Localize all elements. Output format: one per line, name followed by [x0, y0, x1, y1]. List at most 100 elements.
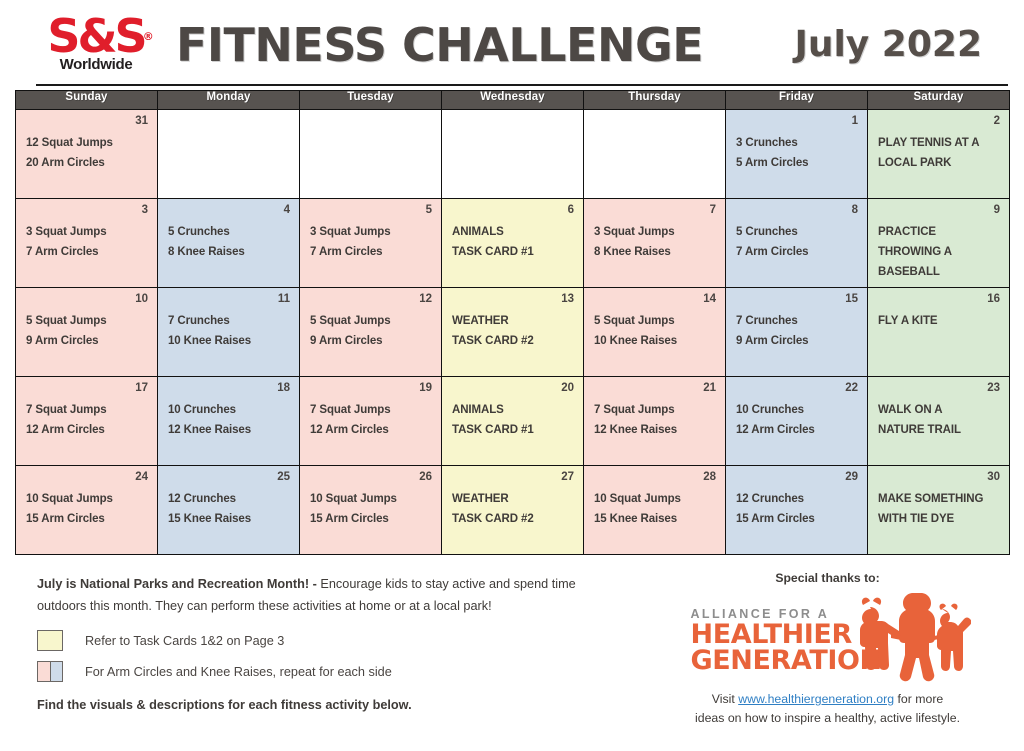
- activity-line: TASK CARD #2: [452, 513, 534, 525]
- activity-line: WITH TIE DYE: [878, 513, 955, 525]
- activity-line: 5 Crunches: [168, 226, 230, 238]
- day-number: 23: [987, 382, 1000, 394]
- calendar-day-cell[interactable]: 11 7 Crunches 10 Knee Raises: [157, 287, 300, 377]
- calendar-day-cell[interactable]: 14 5 Squat Jumps 10 Knee Raises: [583, 287, 726, 377]
- activity-line: LOCAL PARK: [878, 157, 952, 169]
- activity-line: ANIMALS: [452, 226, 504, 238]
- day-activities: 10 Squat Jumps 15 Knee Raises: [594, 489, 716, 529]
- calendar-week-row: 17 7 Squat Jumps 12 Arm Circles 18 10 Crunch…: [15, 376, 1010, 466]
- day-number: 11: [277, 293, 290, 305]
- page-footer: July is National Parks and Recreation Mo…: [0, 555, 1024, 728]
- calendar-day-cell[interactable]: 12 5 Squat Jumps 9 Arm Circles: [299, 287, 442, 377]
- weekday-header-friday: Friday: [725, 90, 868, 110]
- calendar-day-cell[interactable]: 29 12 Crunches 15 Arm Circles: [725, 465, 868, 555]
- calendar-day-cell[interactable]: 23 WALK ON A NATURE TRAIL: [867, 376, 1010, 466]
- calendar-empty-cell: [299, 109, 442, 199]
- activity-line: 10 Squat Jumps: [26, 493, 113, 505]
- day-number: 24: [135, 471, 148, 483]
- day-activities: 5 Squat Jumps 10 Knee Raises: [594, 311, 716, 351]
- activity-line: 10 Crunches: [168, 404, 236, 416]
- calendar-day-cell[interactable]: 28 10 Squat Jumps 15 Knee Raises: [583, 465, 726, 555]
- ss-worldwide-logo: S&S ® Worldwide: [36, 13, 156, 73]
- calendar-day-cell[interactable]: 27 WEATHER TASK CARD #2: [441, 465, 584, 555]
- legend: Refer to Task Cards 1&2 on Page 3 For Ar…: [37, 630, 645, 682]
- calendar-day-cell[interactable]: 21 7 Squat Jumps 12 Knee Raises: [583, 376, 726, 466]
- calendar-day-cell[interactable]: 17 7 Squat Jumps 12 Arm Circles: [15, 376, 158, 466]
- ahg-generation-text: GENERATION: [690, 645, 883, 676]
- calendar-day-cell[interactable]: 7 3 Squat Jumps 8 Knee Raises: [583, 198, 726, 288]
- calendar-day-cell[interactable]: 3 3 Squat Jumps 7 Arm Circles: [15, 198, 158, 288]
- activity-line: 3 Squat Jumps: [594, 226, 675, 238]
- activity-line: 10 Squat Jumps: [310, 493, 397, 505]
- day-activities: 5 Squat Jumps 9 Arm Circles: [26, 311, 148, 351]
- calendar-day-cell[interactable]: 26 10 Squat Jumps 15 Arm Circles: [299, 465, 442, 555]
- calendar-day-cell[interactable]: 18 10 Crunches 12 Knee Raises: [157, 376, 300, 466]
- calendar-day-cell[interactable]: 5 3 Squat Jumps 7 Arm Circles: [299, 198, 442, 288]
- day-number: 4: [283, 204, 290, 216]
- activity-line: 12 Knee Raises: [594, 424, 677, 436]
- calendar-day-cell[interactable]: 4 5 Crunches 8 Knee Raises: [157, 198, 300, 288]
- activity-line: 9 Arm Circles: [310, 335, 383, 347]
- calendar-week-row: 24 10 Squat Jumps 15 Arm Circles 25 12 Crunc…: [15, 465, 1010, 555]
- day-number: 30: [987, 471, 1000, 483]
- calendar-day-cell[interactable]: 1 3 Crunches 5 Arm Circles: [725, 109, 868, 199]
- calendar-day-cell[interactable]: 19 7 Squat Jumps 12 Arm Circles: [299, 376, 442, 466]
- day-activities: 7 Squat Jumps 12 Arm Circles: [310, 400, 432, 440]
- calendar-day-cell[interactable]: 2 PLAY TENNIS AT A LOCAL PARK: [867, 109, 1010, 199]
- calendar-day-cell[interactable]: 15 7 Crunches 9 Arm Circles: [725, 287, 868, 377]
- calendar-container: Sunday Monday Tuesday Wednesday Thursday Frid…: [0, 90, 1024, 555]
- month-year-title: July 2022: [794, 24, 982, 65]
- activity-line: 7 Crunches: [736, 315, 798, 327]
- activity-line: 12 Crunches: [168, 493, 236, 505]
- activity-line: 7 Arm Circles: [736, 246, 809, 258]
- activity-line: 7 Squat Jumps: [26, 404, 107, 416]
- activity-line: TASK CARD #1: [452, 424, 534, 436]
- day-activities: PLAY TENNIS AT A LOCAL PARK: [878, 133, 1000, 173]
- calendar-day-cell[interactable]: 8 5 Crunches 7 Arm Circles: [725, 198, 868, 288]
- calendar-empty-cell: [157, 109, 300, 199]
- legend-swatch-pink-half: [38, 662, 50, 681]
- healthiergeneration-link[interactable]: www.healthiergeneration.org: [738, 692, 895, 706]
- calendar-day-cell[interactable]: 30 MAKE SOMETHING WITH TIE DYE: [867, 465, 1010, 555]
- intro-paragraph: July is National Parks and Recreation Mo…: [37, 573, 627, 617]
- calendar-day-cell[interactable]: 9 PRACTICE THROWING A BASEBALL: [867, 198, 1010, 288]
- activity-line: 3 Crunches: [736, 137, 798, 149]
- day-activities: 12 Crunches 15 Knee Raises: [168, 489, 290, 529]
- day-activities: 5 Crunches 7 Arm Circles: [736, 222, 858, 262]
- weekday-header-tuesday: Tuesday: [299, 90, 442, 110]
- legend-label-repeat-each-side: For Arm Circles and Knee Raises, repeat …: [85, 664, 392, 679]
- weekday-header-wednesday: Wednesday: [441, 90, 584, 110]
- weekday-header-saturday: Saturday: [867, 90, 1010, 110]
- calendar-day-cell[interactable]: 6 ANIMALS TASK CARD #1: [441, 198, 584, 288]
- activity-line: 3 Squat Jumps: [310, 226, 391, 238]
- legend-row-task-cards: Refer to Task Cards 1&2 on Page 3: [37, 630, 645, 651]
- day-activities: 7 Crunches 9 Arm Circles: [736, 311, 858, 351]
- calendar-day-cell[interactable]: 24 10 Squat Jumps 15 Arm Circles: [15, 465, 158, 555]
- activity-line: 7 Squat Jumps: [594, 404, 675, 416]
- calendar-week-row: 10 5 Squat Jumps 9 Arm Circles 11 7 Crunches…: [15, 287, 1010, 377]
- day-number: 2: [993, 115, 1000, 127]
- calendar-day-cell[interactable]: 16 FLY A KITE: [867, 287, 1010, 377]
- day-number: 15: [845, 293, 858, 305]
- activity-line: NATURE TRAIL: [878, 424, 961, 436]
- calendar-day-cell[interactable]: 10 5 Squat Jumps 9 Arm Circles: [15, 287, 158, 377]
- activity-line: 10 Knee Raises: [168, 335, 251, 347]
- calendar-day-cell[interactable]: 25 12 Crunches 15 Knee Raises: [157, 465, 300, 555]
- calendar-body: 31 12 Squat Jumps 20 Arm Circles 1 3 Crunche…: [15, 109, 1010, 555]
- calendar-day-cell[interactable]: 20 ANIMALS TASK CARD #1: [441, 376, 584, 466]
- visit-line2: ideas on how to inspire a healthy, activ…: [695, 711, 960, 725]
- day-number: 8: [851, 204, 858, 216]
- activity-line: 3 Squat Jumps: [26, 226, 107, 238]
- calendar-day-cell[interactable]: 22 10 Crunches 12 Arm Circles: [725, 376, 868, 466]
- day-activities: ANIMALS TASK CARD #1: [452, 222, 574, 262]
- activity-line: 12 Arm Circles: [310, 424, 389, 436]
- day-number: 10: [135, 293, 148, 305]
- calendar-day-cell[interactable]: 31 12 Squat Jumps 20 Arm Circles: [15, 109, 158, 199]
- visit-suffix: for more: [894, 692, 944, 706]
- activity-line: 15 Knee Raises: [168, 513, 251, 525]
- day-number: 12: [419, 293, 432, 305]
- calendar-day-cell[interactable]: 13 WEATHER TASK CARD #2: [441, 287, 584, 377]
- ahg-alliance-text: ALLIANCE FOR A: [690, 607, 830, 621]
- day-number: 25: [277, 471, 290, 483]
- day-activities: FLY A KITE: [878, 311, 1000, 331]
